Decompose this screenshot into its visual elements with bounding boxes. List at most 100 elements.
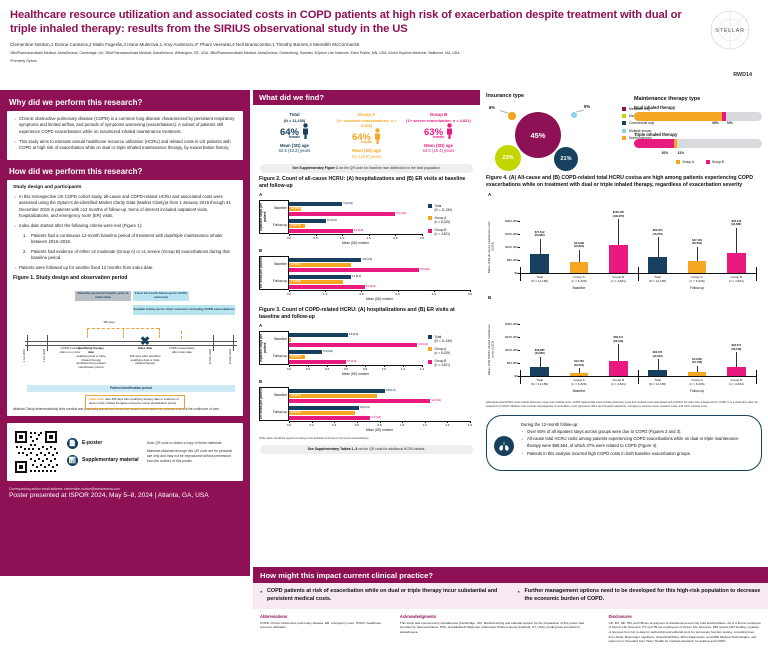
chart-x-tick bbox=[334, 420, 335, 423]
chart-category-label: Follow-up bbox=[272, 410, 287, 415]
chart-x-tick-label: 2.0 bbox=[393, 236, 398, 241]
cost-bar-group-label: Group A (n = 6,329) bbox=[571, 275, 587, 284]
cost-bar-label: $106,135 (100,075) bbox=[612, 211, 625, 218]
chart-bar-value: 1.3 (1.0) bbox=[418, 343, 428, 347]
phase-label: Follow-up bbox=[689, 286, 705, 291]
figure4-title: Figure 4. (A) All-cause and (B) COPD-rel… bbox=[486, 175, 754, 189]
demo-group-n: (N = 11,150) bbox=[283, 117, 306, 123]
cost-bar-group-label: Group B (n = 4,821) bbox=[610, 378, 626, 387]
chart-x-axis bbox=[289, 233, 422, 235]
bottom-section: How might this impact current clinical p… bbox=[253, 567, 768, 666]
cost-bar bbox=[530, 367, 550, 377]
chart-x-tick bbox=[433, 289, 435, 292]
chart-bar bbox=[289, 405, 360, 410]
chart-y-tick-label: $0 bbox=[514, 271, 518, 276]
chart-bar bbox=[289, 267, 420, 272]
supp-tables-bold: See Supplementary Tables 1–3 bbox=[307, 447, 358, 452]
figure3b-panel-letter: B bbox=[259, 378, 263, 384]
axis-label-2016: 1 Jan 2016 bbox=[43, 348, 46, 363]
legend-label: Medicare only bbox=[629, 107, 651, 111]
node-index-bold: Index date bbox=[137, 345, 153, 350]
chart-bar-value: 2.0 (3.4) bbox=[362, 258, 372, 262]
error-bar bbox=[657, 359, 659, 371]
chart-bar-value: 0.3 (1.0) bbox=[291, 224, 301, 228]
chart-x-tick-label: 1.0 bbox=[381, 367, 387, 372]
chart-x-tick-label: 0.6 bbox=[354, 423, 360, 428]
impact-column-1: COPD patients at risk of exacerbation wh… bbox=[260, 586, 504, 603]
brace-tick bbox=[159, 327, 160, 338]
chart-bar bbox=[289, 228, 353, 233]
node-copd-claim: COPD medical claim on or prior bbox=[59, 345, 81, 354]
chart-x-tick-label: 0.0 bbox=[286, 367, 292, 372]
chart-bar-value: 0.7 (1.6) bbox=[371, 416, 381, 420]
triple-group-b-fill bbox=[634, 139, 674, 148]
node-qualifying-therapy-title: Qualifying therapy date bbox=[75, 346, 107, 355]
cost-bar bbox=[530, 254, 550, 274]
chart-x-axis-title: Mean (SD) number bbox=[341, 371, 370, 376]
chart-y-tick bbox=[518, 221, 520, 222]
chart-bar bbox=[289, 284, 366, 289]
cost-bar-group-label: Total (N = 11,150) bbox=[531, 275, 549, 284]
key-finding-bullet: Over 60% of all inpatient stays across g… bbox=[521, 427, 753, 438]
chart-x-tick bbox=[422, 364, 423, 367]
axis-label-2018: 31 Dec 2018 bbox=[209, 348, 212, 365]
chart-category-label: Follow-up bbox=[272, 279, 287, 284]
error-bar bbox=[539, 356, 541, 368]
cost-bar-label: $60,554 (76,276) bbox=[652, 229, 663, 236]
cost-bar bbox=[687, 260, 707, 274]
cost-bar-group-label: Group A (n = 6,329) bbox=[689, 275, 705, 284]
phase-separator bbox=[756, 370, 757, 385]
chart-axis-box bbox=[259, 330, 289, 365]
chart-bar bbox=[289, 410, 355, 415]
qr-code-icon[interactable] bbox=[13, 429, 59, 476]
impact-bullet: COPD patients at risk of exacerbation wh… bbox=[260, 586, 504, 603]
legend-label: Group B (n = 4,821) bbox=[434, 228, 451, 237]
chart-bar-value: 0.8 (1.6) bbox=[291, 394, 301, 398]
supplementary-icon: 📊 bbox=[67, 455, 78, 467]
supplementary-row[interactable]: 📊 Supplementary material bbox=[67, 455, 139, 467]
disclosures-text: CD, DC, MF, HM, and NB are employees of … bbox=[608, 620, 761, 644]
insurance-bubble bbox=[508, 112, 516, 120]
dual-therapy-values: 69% 70% bbox=[634, 121, 766, 129]
legend-label: Total (N = 11,150) bbox=[434, 203, 453, 212]
demo-group-name: Group B bbox=[429, 112, 448, 117]
acknowledgments-block: Acknowledgments This study was sponsored… bbox=[400, 614, 597, 644]
demo-age-label: Mean (SD) age bbox=[352, 147, 381, 153]
insurance-bubble: 23% bbox=[495, 145, 521, 171]
impact-body: COPD patients at risk of exacerbation wh… bbox=[253, 583, 768, 610]
how-card: Study design and participants In this re… bbox=[7, 179, 243, 417]
figure4a-chart: $0 $50,000 $100,000 $150,000 $200,000 Mean (S… bbox=[486, 197, 760, 295]
chart-x-tick bbox=[424, 420, 426, 423]
chart-y-tick-label: $150,000 bbox=[505, 335, 518, 340]
chart-bar bbox=[289, 393, 378, 398]
chart-bar bbox=[289, 359, 346, 364]
chart-bar bbox=[289, 211, 396, 216]
index-callout-text: date 365 days after qualifying therapy d… bbox=[89, 396, 179, 405]
band-fixed-followup: Fixed 12-month follow-up for HCRU outcom… bbox=[133, 290, 189, 301]
chart-x-tick bbox=[327, 364, 328, 367]
chart-bar bbox=[289, 332, 348, 337]
chart-x-axis-title: Mean (SD) number bbox=[365, 296, 394, 301]
chart-x-tick-label: 1.0 bbox=[399, 423, 405, 428]
figure4b-panel-letter: B bbox=[488, 295, 492, 301]
demo-female-label: female bbox=[432, 134, 445, 139]
legend-swatch bbox=[622, 114, 626, 119]
chart-x-tick-label: 0.5 bbox=[313, 236, 318, 241]
qr-notes: Scan QR code to obtain a copy of these m… bbox=[147, 441, 237, 464]
node-index-date-desc: 365 days after identified qualifying dua… bbox=[129, 353, 161, 366]
dual-group-a-value: 69% bbox=[712, 121, 719, 125]
chart-x-tick-label: 0.0 bbox=[286, 292, 292, 297]
chart-x-tick-label: 0.8 bbox=[377, 423, 382, 428]
axis-tick bbox=[213, 334, 214, 351]
chart-bar bbox=[289, 349, 323, 354]
error-bar bbox=[697, 365, 698, 373]
why-bullet: This study aims to estimate annual healt… bbox=[13, 138, 237, 152]
chart-x-tick bbox=[311, 420, 313, 423]
legend-swatch bbox=[705, 160, 710, 164]
chart-x-tick-label: 5.0 bbox=[467, 292, 473, 297]
eposter-row[interactable]: 📄 E-poster bbox=[67, 438, 139, 450]
chart-category-label: Follow-up bbox=[272, 223, 287, 228]
triple-group-b-value: 31% bbox=[677, 151, 685, 155]
supp-figure-bold: See Supplementary Figure 1 bbox=[292, 166, 338, 171]
brace-tick bbox=[181, 330, 182, 339]
